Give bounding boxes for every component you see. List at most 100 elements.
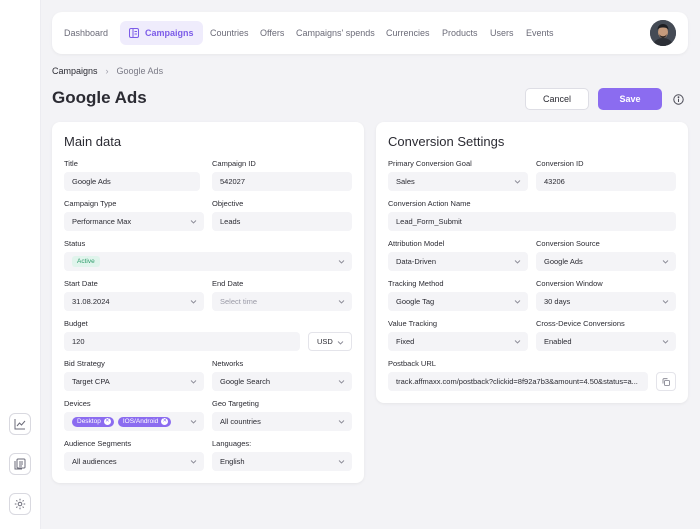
close-icon[interactable]: ✕ [161, 418, 169, 425]
currency-value: USD [317, 337, 333, 346]
chevron-down-icon [338, 380, 345, 384]
networks-select[interactable]: Google Search [212, 372, 352, 391]
copy-button[interactable] [656, 372, 676, 391]
networks-value: Google Search [220, 377, 271, 386]
tracking-method-select[interactable]: Google Tag [388, 292, 528, 311]
audience-value: All audiences [72, 457, 117, 466]
campaigns-icon [129, 28, 139, 38]
conversion-source-value: Google Ads [544, 257, 583, 266]
chevron-down-icon [337, 341, 344, 345]
nav-countries[interactable]: Countries [210, 28, 249, 38]
conversion-action-label: Conversion Action Name [388, 199, 471, 208]
info-icon[interactable] [673, 94, 684, 105]
chevron-down-icon [514, 260, 521, 264]
cross-device-value: Enabled [544, 337, 572, 346]
nav-offers[interactable]: Offers [260, 28, 285, 38]
chart-icon[interactable] [9, 413, 31, 435]
conversion-source-label: Conversion Source [536, 239, 600, 248]
device-chip-label: IOS/Android [122, 418, 159, 425]
close-icon[interactable]: ✕ [103, 418, 111, 425]
nav-events[interactable]: Events [526, 28, 554, 38]
avatar[interactable] [650, 20, 676, 46]
conversion-id-label: Conversion ID [536, 159, 584, 168]
chevron-right-icon: › [105, 66, 109, 76]
title-input[interactable]: Google Ads [64, 172, 200, 191]
languages-value: English [220, 457, 245, 466]
conversion-id-input[interactable]: 43206 [536, 172, 676, 191]
conversion-goal-select[interactable]: Sales [388, 172, 528, 191]
page-title: Google Ads [52, 88, 147, 107]
geo-targeting-value: All countries [220, 417, 261, 426]
nav-campaigns-label: Campaigns [145, 28, 194, 38]
chevron-down-icon [190, 420, 197, 424]
conversion-window-label: Conversion Window [536, 279, 603, 288]
end-date-select[interactable]: Select time [212, 292, 352, 311]
campaign-id-label: Campaign ID [212, 159, 256, 168]
end-date-placeholder: Select time [220, 297, 258, 306]
chevron-down-icon [514, 340, 521, 344]
conversion-settings-card: Conversion Settings Primary Conversion G… [376, 122, 688, 403]
devices-label: Devices [64, 399, 91, 408]
conversion-action-input[interactable]: Lead_Form_Submit [388, 212, 676, 231]
campaign-type-label: Campaign Type [64, 199, 117, 208]
geo-targeting-select[interactable]: All countries [212, 412, 352, 431]
objective-input[interactable]: Leads [212, 212, 352, 231]
currency-select[interactable]: USD [308, 332, 352, 351]
cancel-button[interactable]: Cancel [525, 88, 589, 110]
save-button[interactable]: Save [598, 88, 662, 110]
conversion-source-select[interactable]: Google Ads [536, 252, 676, 271]
nav-users[interactable]: Users [490, 28, 514, 38]
status-select[interactable]: Active [64, 252, 352, 271]
top-navigation: Dashboard Campaigns Countries Offers Cam… [52, 12, 688, 54]
budget-label: Budget [64, 319, 88, 328]
value-tracking-value: Fixed [396, 337, 415, 346]
chevron-down-icon [662, 260, 669, 264]
campaign-id-input[interactable]: 542027 [212, 172, 352, 191]
postback-url-input[interactable]: track.affmaxx.com/postback?clickid=8f92a… [388, 372, 648, 391]
start-date-label: Start Date [64, 279, 98, 288]
chevron-down-icon [190, 220, 197, 224]
nav-products[interactable]: Products [442, 28, 478, 38]
chevron-down-icon [338, 300, 345, 304]
audience-select[interactable]: All audiences [64, 452, 204, 471]
languages-select[interactable]: English [212, 452, 352, 471]
chevron-down-icon [662, 340, 669, 344]
attribution-model-label: Attribution Model [388, 239, 445, 248]
breadcrumb-current: Google Ads [116, 66, 164, 76]
main-data-card: Main data Title Google Ads Campaign ID 5… [52, 122, 364, 483]
chevron-down-icon [514, 180, 521, 184]
value-tracking-select[interactable]: Fixed [388, 332, 528, 351]
conversion-window-select[interactable]: 30 days [536, 292, 676, 311]
nav-dashboard[interactable]: Dashboard [64, 28, 109, 38]
nav-currencies[interactable]: Currencies [386, 28, 430, 38]
copy-icon [662, 377, 670, 386]
campaign-type-select[interactable]: Performance Max [64, 212, 204, 231]
left-rail [0, 0, 41, 529]
end-date-label: End Date [212, 279, 244, 288]
status-label: Status [64, 239, 86, 248]
device-chip[interactable]: Desktop ✕ [72, 416, 114, 427]
breadcrumb-campaigns[interactable]: Campaigns [52, 66, 98, 76]
budget-input[interactable]: 120 [64, 332, 300, 351]
cross-device-label: Cross-Device Conversions [536, 319, 625, 328]
device-chip[interactable]: IOS/Android ✕ [117, 416, 172, 427]
conversion-goal-value: Sales [396, 177, 415, 186]
audience-label: Audience Segments [64, 439, 132, 448]
settings-icon[interactable] [9, 493, 31, 515]
nav-campaigns-spends[interactable]: Campaigns' spends [296, 28, 375, 38]
nav-campaigns[interactable]: Campaigns [120, 21, 203, 45]
reports-icon[interactable] [9, 453, 31, 475]
start-date-value: 31.08.2024 [72, 297, 110, 306]
attribution-model-select[interactable]: Data-Driven [388, 252, 528, 271]
devices-select[interactable]: Desktop ✕ IOS/Android ✕ [64, 412, 204, 431]
start-date-select[interactable]: 31.08.2024 [64, 292, 204, 311]
bid-strategy-value: Target CPA [72, 377, 110, 386]
value-tracking-label: Value Tracking [388, 319, 438, 328]
conversion-window-value: 30 days [544, 297, 571, 306]
device-chip-label: Desktop [77, 418, 101, 425]
tracking-method-value: Google Tag [396, 297, 435, 306]
cross-device-select[interactable]: Enabled [536, 332, 676, 351]
main-data-title: Main data [64, 134, 122, 149]
objective-label: Objective [212, 199, 244, 208]
bid-strategy-select[interactable]: Target CPA [64, 372, 204, 391]
